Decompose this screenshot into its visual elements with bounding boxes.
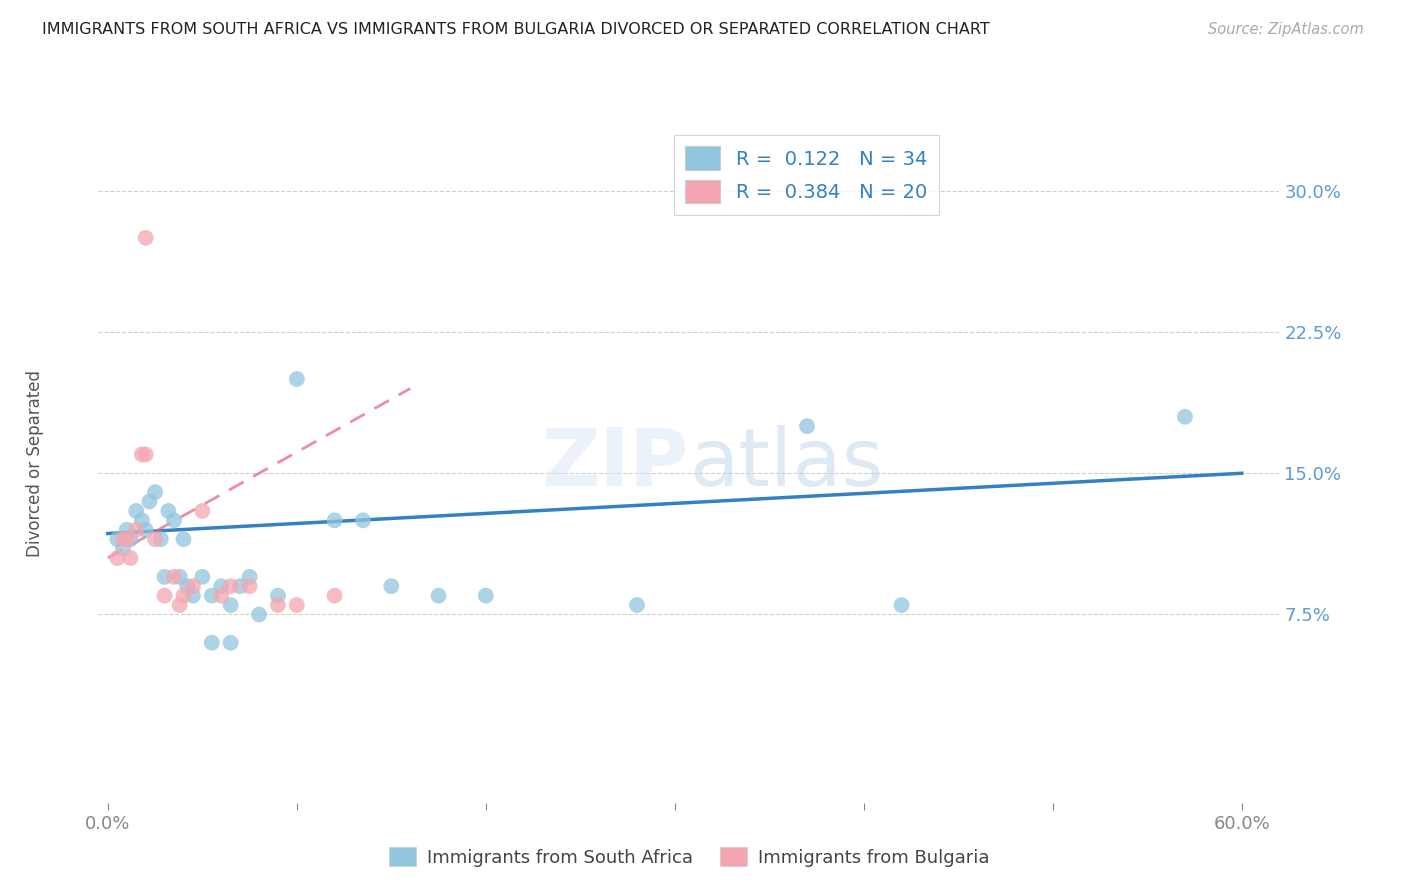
Point [219,598,242,612]
Point [111,532,134,546]
Point [427,589,450,603]
Point [380,579,402,593]
Point [285,598,308,612]
Point [890,598,912,612]
Point [120,551,142,566]
Point [176,579,198,593]
Point [181,589,204,603]
Point [475,589,498,603]
Point [796,419,818,434]
Point [191,570,214,584]
Point [209,589,232,603]
Point [149,532,172,546]
Point [201,589,224,603]
Point [209,579,232,593]
Point [172,532,194,546]
Text: Divorced or Separated: Divorced or Separated [27,370,44,558]
Point [172,589,194,603]
Point [115,532,138,546]
Point [229,579,252,593]
Text: ZIP: ZIP [541,425,689,503]
Point [157,504,180,518]
Point [135,447,157,461]
Point [201,636,224,650]
Point [135,523,157,537]
Point [131,447,153,461]
Point [105,551,128,566]
Legend: R =  0.122   N = 34, R =  0.384   N = 20: R = 0.122 N = 34, R = 0.384 N = 20 [673,135,939,215]
Point [163,513,186,527]
Point [219,636,242,650]
Point [285,372,308,386]
Point [181,579,204,593]
Point [169,598,191,612]
Point [143,485,166,500]
Point [131,513,153,527]
Point [125,504,148,518]
Point [120,532,142,546]
Point [267,598,290,612]
Point [247,607,270,622]
Point [111,541,134,556]
Text: IMMIGRANTS FROM SOUTH AFRICA VS IMMIGRANTS FROM BULGARIA DIVORCED OR SEPARATED C: IMMIGRANTS FROM SOUTH AFRICA VS IMMIGRAN… [42,22,990,37]
Point [267,589,290,603]
Text: Source: ZipAtlas.com: Source: ZipAtlas.com [1208,22,1364,37]
Point [191,504,214,518]
Point [115,523,138,537]
Point [169,570,191,584]
Point [239,579,262,593]
Point [143,532,166,546]
Legend: Immigrants from South Africa, Immigrants from Bulgaria: Immigrants from South Africa, Immigrants… [381,840,997,874]
Point [153,589,176,603]
Point [125,523,148,537]
Point [1174,409,1197,424]
Point [239,570,262,584]
Point [163,570,186,584]
Text: atlas: atlas [689,425,883,503]
Point [323,513,346,527]
Point [135,231,157,245]
Point [626,598,648,612]
Point [105,532,128,546]
Point [153,570,176,584]
Point [138,494,160,508]
Point [323,589,346,603]
Point [219,579,242,593]
Point [352,513,374,527]
